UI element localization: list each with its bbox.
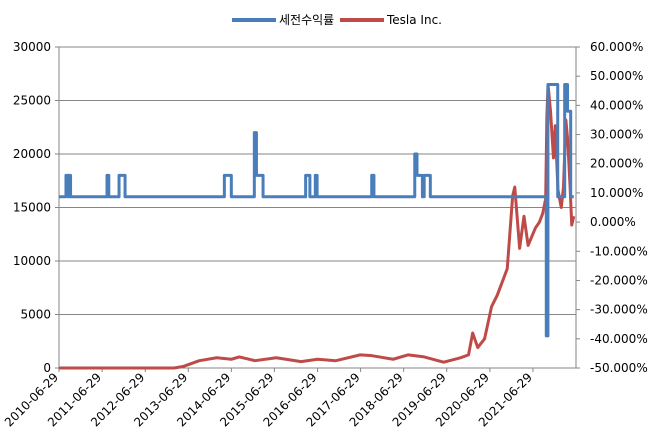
x-axis: 2010-06-292011-06-292012-06-292013-06-29… — [2, 368, 535, 429]
legend: 세전수익률 Tesla Inc. — [232, 13, 442, 27]
right-tick-label: -20.000% — [590, 273, 648, 287]
left-tick-label: 5000 — [20, 308, 51, 322]
right-tick-label: 20.000% — [590, 157, 643, 171]
legend-label-tesla: Tesla Inc. — [386, 13, 442, 27]
right-tick-label: -40.000% — [590, 332, 648, 346]
left-tick-label: 10000 — [13, 254, 51, 268]
left-tick-label: 0 — [43, 361, 51, 375]
series-line-pretax-return — [59, 82, 574, 338]
legend-label-pretax-return: 세전수익률 — [279, 13, 334, 27]
left-tick-label: 20000 — [13, 147, 51, 161]
right-tick-label: 10.000% — [590, 186, 643, 200]
right-tick-label: 0.000% — [590, 215, 636, 229]
right-tick-label: 40.000% — [590, 98, 643, 112]
right-tick-label: -30.000% — [590, 303, 648, 317]
right-tick-label: 50.000% — [590, 69, 643, 83]
left-tick-label: 25000 — [13, 94, 51, 108]
series-lines — [59, 82, 576, 370]
right-tick-label: 60.000% — [590, 40, 643, 54]
left-tick-label: 15000 — [13, 201, 51, 215]
left-axis: 0 5000 10000 15000 20000 25000 30000 — [13, 40, 59, 375]
right-axis: -50.000% -40.000% -30.000% -20.000% -10.000%… — [576, 40, 648, 375]
right-tick-label: 30.000% — [590, 128, 643, 142]
right-tick-label: -10.000% — [590, 244, 648, 258]
right-tick-label: -50.000% — [590, 361, 648, 375]
gridlines — [58, 46, 577, 369]
series-line-tesla — [59, 83, 576, 370]
left-tick-label: 30000 — [13, 40, 51, 54]
